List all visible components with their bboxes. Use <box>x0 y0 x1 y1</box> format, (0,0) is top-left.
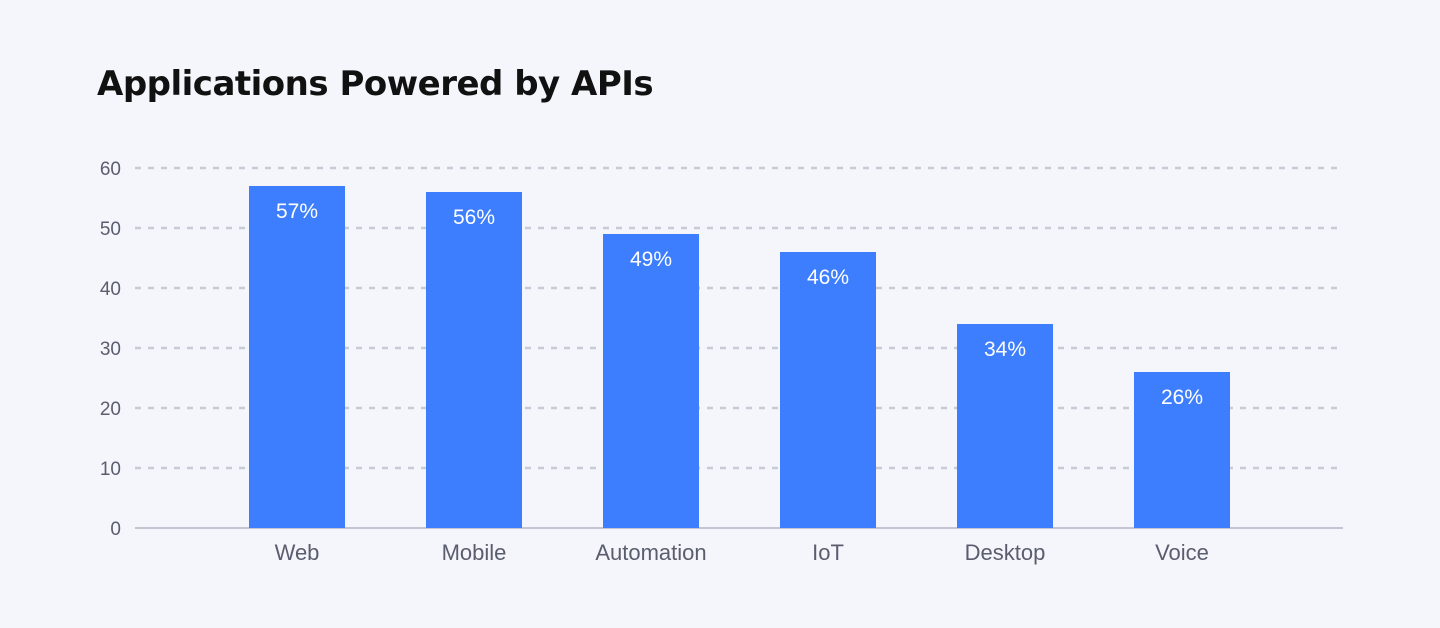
y-tick-label: 60 <box>100 159 121 180</box>
bar <box>603 234 699 528</box>
y-tick-label: 10 <box>100 459 121 480</box>
y-tick-label: 50 <box>100 219 121 240</box>
x-tick-label: Automation <box>595 540 706 565</box>
data-label: 46% <box>807 266 849 289</box>
bar <box>780 252 876 528</box>
bar <box>426 192 522 528</box>
data-label: 26% <box>1161 386 1203 409</box>
data-label: 49% <box>630 248 672 271</box>
y-tick-label: 40 <box>100 279 121 300</box>
x-tick-label: Mobile <box>442 540 507 565</box>
x-tick-label: IoT <box>812 540 844 565</box>
y-tick-label: 20 <box>100 399 121 420</box>
bar <box>957 324 1053 528</box>
data-label: 56% <box>453 206 495 229</box>
data-label: 57% <box>276 200 318 223</box>
chart-title: Applications Powered by APIs <box>97 64 654 104</box>
x-tick-label: Voice <box>1155 540 1209 565</box>
bar <box>1134 372 1230 528</box>
y-tick-label: 30 <box>100 339 121 360</box>
y-tick-label: 0 <box>110 519 121 540</box>
x-tick-label: Web <box>275 540 320 565</box>
bar <box>249 186 345 528</box>
data-label: 34% <box>984 338 1026 361</box>
x-tick-label: Desktop <box>965 540 1046 565</box>
